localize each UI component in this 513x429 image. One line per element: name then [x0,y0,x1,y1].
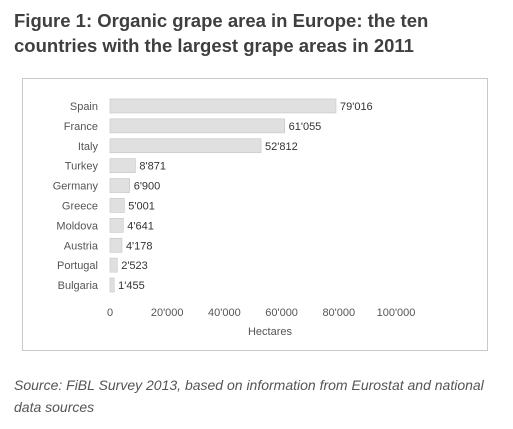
category-label-italy: Italy [78,141,99,153]
bars-layer [109,98,337,293]
category-label-portugal: Portugal [57,260,98,272]
x-axis-ticks: 0 20'000 40'000 60'000 80'000 100'000 [107,307,415,319]
value-label-portugal: 2'523 [121,260,148,272]
value-label-spain: 79'016 [340,101,373,113]
bar-portugal [109,257,118,273]
category-label-spain: Spain [70,101,98,113]
source-note: Source: FiBL Survey 2013, based on infor… [14,377,484,415]
x-tick-label: 40'000 [208,307,241,319]
bar-bulgaria [109,277,115,293]
value-label-austria: 4'178 [126,240,153,252]
bar-austria [109,237,123,253]
x-tick-label: 20'000 [151,307,184,319]
bar-spain [109,98,337,114]
value-label-germany: 6'900 [134,181,161,193]
category-label-turkey: Turkey [65,161,99,173]
value-label-turkey: 8'871 [139,161,166,173]
x-tick-label: 60'000 [265,307,298,319]
x-tick-label: 0 [107,307,113,319]
figure-title: Figure 1: Organic grape area in Europe: … [14,10,429,56]
x-axis-label: Hectares [248,326,293,338]
bar-italy [109,138,262,154]
category-labels: Spain France Italy Turkey Germany Greece Moldo… [53,101,99,292]
value-label-france: 61'055 [289,121,322,133]
value-label-italy: 52'812 [265,141,298,153]
value-label-bulgaria: 1'455 [118,280,145,292]
category-label-greece: Greece [62,200,98,212]
bar-turkey [109,158,136,173]
value-labels: 79'016 61'055 52'812 8'871 6'900 5'001 4'641 4'… [118,101,373,292]
value-label-greece: 5'001 [128,200,155,212]
category-label-bulgaria: Bulgaria [58,280,99,292]
category-label-germany: Germany [53,181,99,193]
x-tick-label: 80'000 [322,307,355,319]
category-label-austria: Austria [64,240,99,252]
category-label-france: France [64,121,98,133]
value-label-moldova: 4'641 [127,220,154,232]
bar-greece [109,198,125,213]
x-tick-label: 100'000 [377,307,416,319]
category-label-moldova: Moldova [56,220,98,232]
bar-germany [109,178,131,193]
bar-france [109,118,285,134]
bar-moldova [109,218,124,233]
